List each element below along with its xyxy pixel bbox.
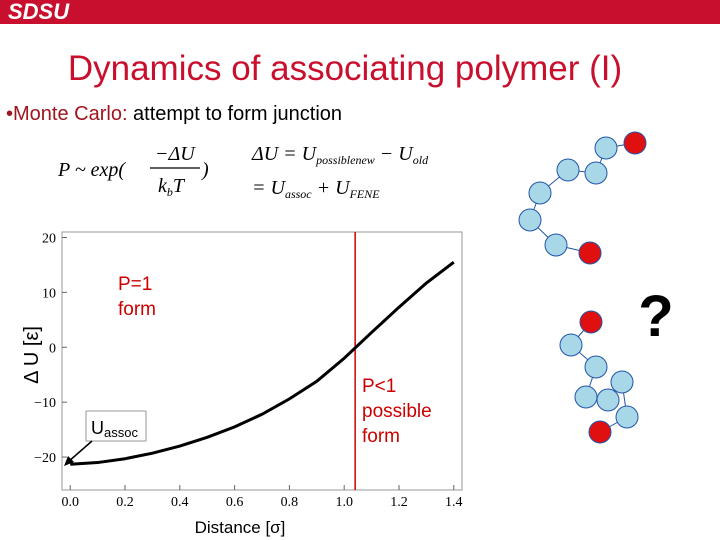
annotation: P=1 [118, 274, 152, 295]
bead [518, 208, 542, 232]
x-tick-label: 0.4 [171, 495, 189, 510]
y-tick-label: −10 [34, 396, 56, 411]
bead [615, 405, 639, 429]
annotation: form [362, 426, 400, 447]
bead [584, 161, 608, 185]
bead [594, 136, 618, 160]
bead [584, 355, 608, 379]
arrow [67, 440, 93, 463]
eq-sub: b [167, 185, 173, 199]
x-tick-label: 1.4 [445, 495, 463, 510]
logo: SDSU [8, 0, 70, 24]
annotation: P<1 [362, 376, 396, 397]
eq-text: ) [201, 159, 209, 181]
annotation: U [91, 418, 104, 438]
bead [528, 181, 552, 205]
annotation-box [85, 410, 147, 442]
bead [544, 233, 568, 257]
eq-text: kbT [158, 175, 186, 199]
y-tick-label: 10 [42, 286, 56, 301]
polymer-diagrams [518, 131, 647, 444]
eq-text: T [173, 175, 186, 197]
x-tick-label: 0.8 [281, 495, 299, 510]
y-axis-label: Δ U [ε] [21, 326, 43, 384]
eq-sub: old [413, 153, 429, 167]
annotation: possible [362, 401, 432, 422]
bullet: •Monte Carlo: attempt to form junction [6, 103, 342, 125]
arrow-head [64, 456, 74, 466]
plot-frame [61, 231, 463, 491]
header-bar [0, 0, 720, 24]
eq-text: k [158, 175, 168, 197]
eq-text: ΔU = Upossiblenew − Uold [251, 143, 429, 167]
y-tick-label: 20 [42, 231, 56, 246]
equations: P ~ exp( −ΔU kbT ) ΔU = Upossiblenew − U… [57, 143, 429, 201]
annotation: Uassoc [91, 418, 138, 440]
bead-red [579, 310, 603, 334]
x-tick-label: 0.0 [61, 495, 79, 510]
eq-sub: possiblenew [315, 153, 375, 167]
bead-red [588, 420, 612, 444]
x-tick-label: 1.2 [390, 495, 408, 510]
curve [70, 260, 455, 466]
eq-text: + U [312, 177, 351, 199]
bead-red [578, 241, 602, 265]
bullet-text: attempt to form junction [128, 103, 343, 125]
bead [559, 333, 583, 357]
annotation: form [118, 299, 156, 320]
annotation-sub: assoc [104, 425, 138, 440]
x-tick-label: 0.2 [116, 495, 134, 510]
bead-red [623, 131, 647, 155]
question-mark: ? [638, 284, 673, 349]
eq-sub: assoc [285, 187, 312, 201]
x-tick-label: 0.6 [226, 495, 244, 510]
eq-text: = U [252, 177, 286, 199]
eq-text: −ΔU [155, 143, 196, 165]
bead [574, 385, 598, 409]
eq-text: − U [375, 143, 414, 165]
bullet-label: •Monte Carlo: [6, 103, 128, 125]
x-tick-label: 1.0 [335, 495, 353, 510]
eq-text: = Uassoc + UFENE [252, 177, 380, 201]
eq-sub: FENE [349, 187, 381, 201]
x-axis-label: Distance [σ] [195, 518, 286, 537]
bead [610, 370, 634, 394]
chart: 0.0 0.2 0.4 0.6 0.8 1.0 1.2 1.4 20 10 0 −10 −20 Dista… [21, 231, 463, 537]
eq-text: ΔU = U [251, 143, 318, 165]
bead [556, 158, 580, 182]
slide-title: Dynamics of associating polymer (I) [68, 49, 622, 88]
y-tick-label: −20 [34, 451, 56, 466]
bead [596, 388, 620, 412]
eq-text: P ~ exp( [57, 159, 126, 181]
y-tick-label: 0 [49, 341, 56, 356]
